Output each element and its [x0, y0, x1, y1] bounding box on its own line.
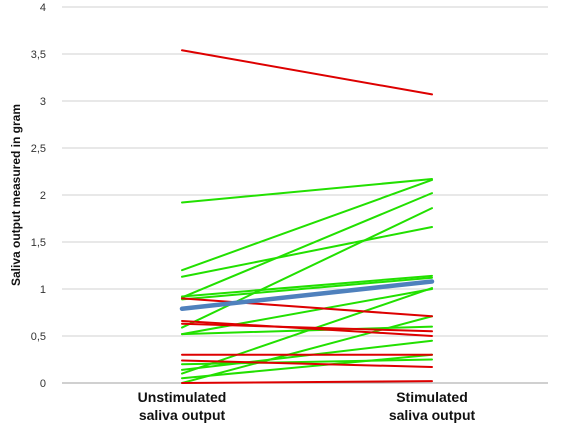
- increase-series-line: [181, 192, 433, 299]
- increase-series-line: [181, 288, 433, 336]
- series-lines: [179, 49, 435, 384]
- y-axis-label: Saliva output measured in gram: [9, 104, 23, 286]
- y-tick-label: 4: [40, 2, 46, 14]
- x-category-label: Unstimulated saliva output: [138, 389, 227, 423]
- mean-series-line: [179, 279, 435, 311]
- x-category-labels: Unstimulated saliva output Stimulated saliv…: [138, 389, 476, 423]
- y-tick-label: 3: [40, 96, 46, 108]
- decrease-series-line: [181, 380, 433, 384]
- y-tick-label: 2: [40, 190, 46, 202]
- increase-series-line: [181, 207, 433, 329]
- increase-series-line: [181, 353, 433, 380]
- increase-series-line: [181, 274, 433, 298]
- y-tick-label: 3,5: [31, 49, 46, 61]
- increase-series-line: [181, 276, 433, 301]
- y-tick-label: 0,5: [31, 331, 46, 343]
- decrease-series-line: [181, 359, 433, 369]
- y-tick-label: 0: [40, 378, 46, 390]
- y-tick-label: 1,5: [31, 237, 46, 249]
- decrease-series-line: [181, 297, 433, 318]
- increase-series-line: [181, 178, 433, 204]
- increase-series-line: [181, 225, 433, 278]
- y-tick-label: 2,5: [31, 143, 46, 155]
- y-tick-label: 1: [40, 284, 46, 296]
- increase-series-line: [181, 325, 433, 336]
- increase-series-line: [181, 315, 433, 384]
- x-category-label: Stimulated saliva output: [389, 389, 476, 423]
- y-tick-labels: 0 0,5 1 1,5 2 2,5 3 3,5 4: [31, 2, 46, 390]
- increase-series-line: [181, 358, 433, 366]
- decrease-series-line: [181, 49, 433, 96]
- decrease-series-line: [181, 322, 433, 333]
- increase-series-line: [181, 178, 433, 272]
- gridlines: [62, 6, 548, 384]
